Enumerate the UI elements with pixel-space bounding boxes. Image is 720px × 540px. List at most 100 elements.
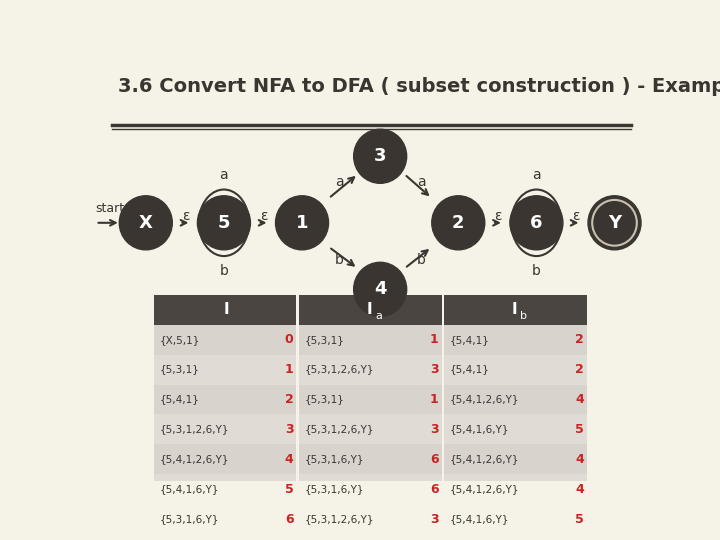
Text: 1: 1 <box>285 363 294 376</box>
Bar <box>300 355 441 384</box>
Text: {5,4,1,2,6,Y}: {5,4,1,2,6,Y} <box>450 484 519 494</box>
Text: a: a <box>220 168 228 182</box>
Text: 2: 2 <box>575 333 584 346</box>
Ellipse shape <box>197 196 251 250</box>
Bar <box>300 295 441 325</box>
Text: {5,3,1,6,Y}: {5,3,1,6,Y} <box>305 484 364 494</box>
Ellipse shape <box>354 129 407 183</box>
Ellipse shape <box>588 196 641 250</box>
Text: I: I <box>511 302 517 317</box>
Text: 2: 2 <box>575 363 584 376</box>
Text: I: I <box>366 302 372 317</box>
Text: b: b <box>532 264 541 278</box>
Ellipse shape <box>510 196 563 250</box>
Text: 0: 0 <box>285 333 294 346</box>
Text: {X,5,1}: {X,5,1} <box>160 335 200 345</box>
Text: {5,3,1,6,Y}: {5,3,1,6,Y} <box>160 514 220 524</box>
Ellipse shape <box>432 196 485 250</box>
Text: 1: 1 <box>296 214 308 232</box>
Bar <box>444 384 587 415</box>
Text: a: a <box>532 168 541 182</box>
Text: 4: 4 <box>575 483 584 496</box>
Text: {5,3,1}: {5,3,1} <box>160 364 199 375</box>
Text: 4: 4 <box>374 280 387 298</box>
Text: 1: 1 <box>430 333 438 346</box>
Text: {5,4,1,6,Y}: {5,4,1,6,Y} <box>160 484 220 494</box>
Text: a: a <box>335 175 343 189</box>
Bar <box>154 504 297 534</box>
Ellipse shape <box>276 196 328 250</box>
Text: {5,4,1,6,Y}: {5,4,1,6,Y} <box>450 424 510 435</box>
Bar <box>154 474 297 504</box>
Text: {5,4,1,2,6,Y}: {5,4,1,2,6,Y} <box>450 454 519 464</box>
Bar <box>300 504 441 534</box>
Bar <box>444 504 587 534</box>
Text: {5,3,1,6,Y}: {5,3,1,6,Y} <box>305 454 364 464</box>
Text: {5,3,1,2,6,Y}: {5,3,1,2,6,Y} <box>160 424 229 435</box>
Bar <box>300 474 441 504</box>
Text: {5,4,1,6,Y}: {5,4,1,6,Y} <box>450 514 510 524</box>
Text: start: start <box>96 202 125 215</box>
Text: ε: ε <box>181 209 189 223</box>
Text: 6: 6 <box>530 214 543 232</box>
Text: {5,4,1,2,6,Y}: {5,4,1,2,6,Y} <box>450 395 519 404</box>
Text: 3: 3 <box>285 423 294 436</box>
Text: 6: 6 <box>430 453 438 466</box>
Bar <box>300 384 441 415</box>
Bar <box>154 444 297 474</box>
Text: {5,4,1,2,6,Y}: {5,4,1,2,6,Y} <box>160 454 229 464</box>
Text: 3: 3 <box>374 147 387 165</box>
Text: 1: 1 <box>430 393 438 406</box>
Text: ε: ε <box>494 209 502 223</box>
Text: ε: ε <box>260 209 267 223</box>
Text: 5: 5 <box>217 214 230 232</box>
Text: ε: ε <box>572 209 579 223</box>
Text: 3: 3 <box>430 513 438 526</box>
Text: b: b <box>520 310 527 321</box>
Text: a: a <box>417 175 426 189</box>
Text: {5,3,1,2,6,Y}: {5,3,1,2,6,Y} <box>305 424 374 435</box>
Text: 3: 3 <box>430 363 438 376</box>
Text: {5,3,1,2,6,Y}: {5,3,1,2,6,Y} <box>305 514 374 524</box>
Bar <box>154 355 297 384</box>
Text: {5,4,1}: {5,4,1} <box>160 395 199 404</box>
Text: {5,4,1}: {5,4,1} <box>450 364 490 375</box>
Text: 4: 4 <box>575 393 584 406</box>
Text: a: a <box>375 310 382 321</box>
Bar <box>154 325 297 355</box>
Text: 3: 3 <box>430 423 438 436</box>
Bar <box>300 325 441 355</box>
Text: Y: Y <box>608 214 621 232</box>
Text: 6: 6 <box>285 513 294 526</box>
Bar <box>444 325 587 355</box>
Text: 2: 2 <box>285 393 294 406</box>
Bar <box>154 295 297 325</box>
Text: 5: 5 <box>285 483 294 496</box>
Bar <box>300 444 441 474</box>
Bar <box>300 415 441 444</box>
Text: 3.6 Convert NFA to DFA ( subset construction ) - Example: 3.6 Convert NFA to DFA ( subset construc… <box>118 77 720 96</box>
Text: I: I <box>224 302 230 317</box>
Bar <box>444 295 587 325</box>
Text: 4: 4 <box>575 453 584 466</box>
Text: 6: 6 <box>430 483 438 496</box>
Ellipse shape <box>354 262 407 316</box>
Bar <box>444 444 587 474</box>
Text: {5,3,1,2,6,Y}: {5,3,1,2,6,Y} <box>305 364 374 375</box>
Bar <box>444 355 587 384</box>
Bar <box>444 474 587 504</box>
Text: 4: 4 <box>285 453 294 466</box>
Bar <box>154 384 297 415</box>
Bar <box>444 415 587 444</box>
Text: 5: 5 <box>575 423 584 436</box>
Text: b: b <box>220 264 228 278</box>
Ellipse shape <box>120 196 172 250</box>
Text: {5,3,1}: {5,3,1} <box>305 335 345 345</box>
Text: {5,4,1}: {5,4,1} <box>450 335 490 345</box>
Bar <box>154 415 297 444</box>
Text: b: b <box>417 253 426 267</box>
Text: b: b <box>335 253 344 267</box>
Text: X: X <box>139 214 153 232</box>
Text: 2: 2 <box>452 214 464 232</box>
Text: 5: 5 <box>575 513 584 526</box>
